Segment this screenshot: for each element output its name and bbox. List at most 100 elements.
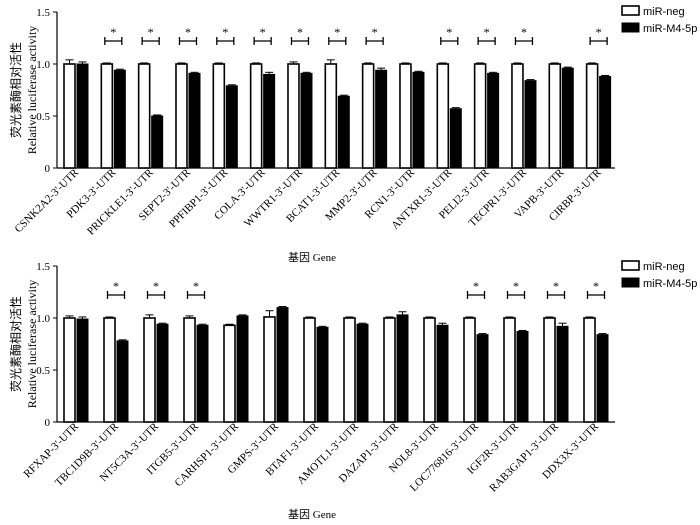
bar-mir-m4-5p <box>599 75 612 169</box>
bar-mir-neg <box>343 317 356 423</box>
bar-mir-neg <box>423 317 436 423</box>
bar-mir-neg <box>100 63 114 169</box>
bar-mir-m4-5p <box>225 85 238 169</box>
bar-mir-m4-5p <box>596 334 609 423</box>
significance-star: * <box>334 25 340 39</box>
bar-mir-m4-5p <box>561 67 574 169</box>
y-tick-label: 1.5 <box>36 261 50 273</box>
bar-mir-m4-5p <box>151 115 164 169</box>
bar-mir-m4-5p <box>396 314 409 423</box>
bar-mir-m4-5p <box>516 331 529 423</box>
x-tick-label: RAB3GAP1-3'-UTR <box>487 420 561 494</box>
significance-star: * <box>185 25 191 39</box>
bar-mir-neg <box>361 63 375 169</box>
x-axis-title: 基因 Gene <box>288 251 336 264</box>
bar-mir-m4-5p <box>236 315 249 423</box>
bar-mir-m4-5p <box>300 72 313 169</box>
bar-mir-neg <box>287 63 300 169</box>
significance-star: * <box>553 279 559 293</box>
bar-mir-neg <box>249 63 263 169</box>
bar-mir-m4-5p <box>556 325 569 423</box>
bar-mir-neg <box>463 317 476 423</box>
bar-mir-neg <box>511 63 524 169</box>
bar-mir-neg <box>543 317 556 423</box>
bar-mir-neg <box>503 317 516 423</box>
x-axis-title: 基因 Gene <box>288 508 336 521</box>
significance-star: * <box>593 279 599 293</box>
bar-mir-neg <box>263 316 276 423</box>
significance-star: * <box>113 279 119 293</box>
chart-panel-top: 0 0.5 1.0 1.5 荧光素酶相对活性 Relative luciferase ac… <box>8 5 697 264</box>
x-tick-label: CSNK2A2-3'-UTR <box>12 166 81 235</box>
y-axis-title-cn: 荧光素酶相对活性 <box>8 296 23 392</box>
y-tick-label: 1.5 <box>36 7 50 19</box>
bar-mir-neg <box>103 317 116 423</box>
y-axis-title-cn: 荧光素酶相对活性 <box>8 42 23 138</box>
significance-star: * <box>446 25 452 39</box>
bar-mir-m4-5p <box>524 80 537 169</box>
bar-mir-neg <box>212 63 226 169</box>
legend: miR-neg miR-M4-5p <box>621 260 697 290</box>
y-axis-title-en: Relative luciferase activity <box>25 280 39 409</box>
bar-mir-neg <box>303 317 316 423</box>
legend-label: miR-M4-5p <box>643 23 697 35</box>
bar-mir-m4-5p <box>487 72 500 169</box>
legend-label: miR-neg <box>643 261 685 273</box>
bar-mir-neg <box>63 317 76 423</box>
significance-star: * <box>372 25 378 39</box>
bar-mir-m4-5p <box>263 73 276 169</box>
bar-mir-neg <box>63 63 76 169</box>
bar-mir-neg <box>183 317 196 423</box>
bar-mir-neg <box>436 63 450 169</box>
bar-mir-neg <box>143 317 156 423</box>
y-tick-label: 0 <box>45 163 51 175</box>
legend: miR-neg miR-M4-5p <box>621 5 697 35</box>
bar-mir-m4-5p <box>113 69 126 169</box>
bar-mir-m4-5p <box>375 69 388 169</box>
significance-star: * <box>473 279 479 293</box>
significance-star: * <box>110 25 116 39</box>
bar-mir-neg <box>399 63 412 169</box>
bar-mir-m4-5p <box>449 108 462 169</box>
x-tick-label: PRICKLE1-3'-UTR <box>85 166 156 237</box>
y-tick-label: 0.5 <box>36 111 50 123</box>
y-tick-label: 0.5 <box>36 365 50 377</box>
bar-mir-m4-5p <box>76 318 89 423</box>
bar-mir-m4-5p <box>337 95 350 169</box>
bar-mir-m4-5p <box>196 324 209 423</box>
y-tick-label: 1.0 <box>36 59 50 71</box>
bar-mir-m4-5p <box>436 324 449 423</box>
legend-swatch <box>621 260 640 271</box>
bar-mir-neg <box>548 63 562 169</box>
bar-mir-neg <box>137 63 151 169</box>
significance-star: * <box>596 25 602 39</box>
legend-label: miR-M4-5p <box>643 278 697 290</box>
legend-swatch <box>621 5 640 16</box>
bar-mir-neg <box>324 63 338 169</box>
bar-mir-m4-5p <box>476 334 489 423</box>
bar-mir-neg <box>583 317 596 423</box>
significance-star: * <box>260 25 266 39</box>
bar-mir-neg <box>585 63 599 169</box>
chart-panel-bottom: 0 0.5 1.0 1.5 荧光素酶相对活性 Relative luciferase ac… <box>8 260 697 521</box>
significance-star: * <box>521 25 527 39</box>
y-tick-label: 0 <box>45 417 51 429</box>
bar-mir-m4-5p <box>188 72 201 169</box>
bar-mir-m4-5p <box>76 63 89 169</box>
legend-label: miR-neg <box>643 6 685 18</box>
bar-mir-neg <box>383 317 396 423</box>
significance-star: * <box>484 25 490 39</box>
significance-star: * <box>153 279 159 293</box>
bar-mir-neg <box>223 324 236 423</box>
significance-star: * <box>148 25 154 39</box>
bar-mir-m4-5p <box>156 323 169 423</box>
bar-mir-neg <box>175 63 188 169</box>
significance-star: * <box>222 25 228 39</box>
x-tick-label: LOC776816-3'-UTR <box>408 420 482 494</box>
bar-mir-neg <box>473 63 487 169</box>
legend-swatch <box>621 277 640 288</box>
y-axis-title-en: Relative luciferase activity <box>25 26 39 155</box>
bar-mir-m4-5p <box>356 323 369 423</box>
significance-star: * <box>297 25 303 39</box>
